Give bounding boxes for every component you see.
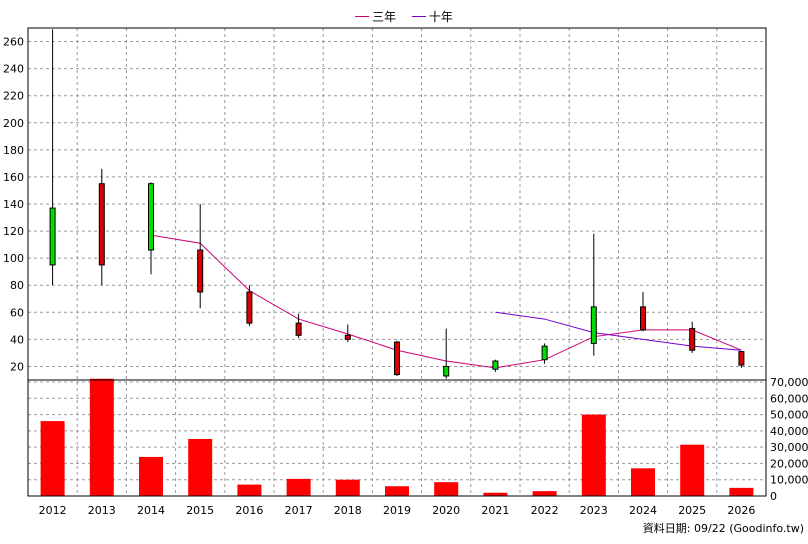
price-tick-label: 240 bbox=[3, 63, 24, 76]
candle-body bbox=[492, 360, 499, 370]
ma-10yr-line bbox=[495, 311, 742, 351]
x-tick-label: 2023 bbox=[580, 504, 608, 517]
x-tick-label: 2015 bbox=[186, 504, 214, 517]
candle-body bbox=[443, 365, 450, 377]
x-tick-label: 2019 bbox=[383, 504, 411, 517]
volume-bar bbox=[483, 492, 508, 496]
price-tick-label: 20 bbox=[10, 360, 24, 373]
x-tick-label: 2018 bbox=[334, 504, 362, 517]
x-tick-label: 2025 bbox=[678, 504, 706, 517]
legend-label-10yr: 十年 bbox=[428, 10, 453, 24]
price-tick-label: 120 bbox=[3, 225, 24, 238]
price-tick-label: 140 bbox=[3, 198, 24, 211]
x-tick-label: 2016 bbox=[235, 504, 263, 517]
volume-tick-label: 70,000 bbox=[770, 376, 808, 389]
volume-bar bbox=[335, 479, 360, 496]
price-tick-label: 100 bbox=[3, 252, 24, 265]
volume-tick-label: 20,000 bbox=[770, 457, 808, 470]
volume-tick-label: 40,000 bbox=[770, 425, 808, 438]
price-tick-label: 220 bbox=[3, 90, 24, 103]
x-tick-label: 2022 bbox=[531, 504, 559, 517]
volume-bar bbox=[139, 456, 163, 496]
candle-body bbox=[541, 345, 548, 361]
candle-body bbox=[689, 328, 696, 351]
plot-background bbox=[28, 28, 766, 496]
price-tick-label: 180 bbox=[3, 144, 24, 157]
candle-body bbox=[98, 183, 105, 266]
volume-bar bbox=[631, 468, 655, 496]
x-tick-label: 2017 bbox=[285, 504, 313, 517]
candle-body bbox=[344, 334, 351, 340]
x-tick-label: 2014 bbox=[137, 504, 165, 517]
price-tick-label: 40 bbox=[10, 333, 24, 346]
x-tick-label: 2026 bbox=[727, 504, 755, 517]
volume-tick-label: 30,000 bbox=[770, 441, 808, 454]
price-tick-label: 260 bbox=[3, 36, 24, 49]
candle-body bbox=[640, 306, 646, 331]
volume-bar bbox=[89, 378, 114, 496]
volume-bar bbox=[729, 487, 754, 496]
x-tick-label: 2013 bbox=[88, 504, 116, 517]
candle-body bbox=[49, 207, 56, 266]
x-tick-label: 2021 bbox=[481, 504, 509, 517]
volume-tick-label: 10,000 bbox=[770, 474, 808, 487]
candle-body bbox=[197, 249, 204, 293]
x-tick-label: 2020 bbox=[432, 504, 460, 517]
legend-swatch-10yr bbox=[411, 16, 426, 17]
legend-item-10yr: 十年 bbox=[411, 8, 453, 25]
chart-legend: 三年 十年 bbox=[0, 6, 808, 25]
volume-bar bbox=[581, 414, 606, 496]
x-tick-label: 2012 bbox=[39, 504, 67, 517]
volume-bar bbox=[385, 486, 409, 496]
candle-body bbox=[295, 322, 302, 336]
candle-body bbox=[246, 291, 253, 324]
volume-bar bbox=[434, 482, 459, 496]
volume-bar bbox=[188, 439, 213, 496]
price-tick-label: 80 bbox=[10, 279, 24, 292]
volume-tick-label: 0 bbox=[770, 490, 777, 503]
legend-label-3yr: 三年 bbox=[372, 10, 397, 24]
volume-bar bbox=[286, 478, 311, 496]
volume-tick-label: 50,000 bbox=[770, 409, 808, 422]
legend-swatch-3yr bbox=[355, 16, 370, 17]
candle-body bbox=[590, 306, 597, 344]
volume-bar bbox=[680, 444, 705, 496]
volume-bar bbox=[237, 484, 262, 496]
legend-item-3yr: 三年 bbox=[355, 8, 396, 25]
candle-body bbox=[148, 183, 154, 251]
data-date-note: 資料日期: 09/22 (Goodinfo.tw) bbox=[642, 522, 804, 535]
volume-bar bbox=[532, 491, 557, 496]
x-tick-label: 2024 bbox=[629, 504, 657, 517]
volume-tick-label: 60,000 bbox=[770, 392, 808, 405]
price-tick-label: 160 bbox=[3, 171, 24, 184]
volume-panel-border bbox=[27, 379, 767, 497]
volume-bar bbox=[40, 421, 65, 496]
price-tick-label: 200 bbox=[3, 117, 24, 130]
candle-body bbox=[738, 351, 745, 366]
price-tick-label: 60 bbox=[10, 306, 24, 319]
candle-body bbox=[394, 341, 400, 376]
